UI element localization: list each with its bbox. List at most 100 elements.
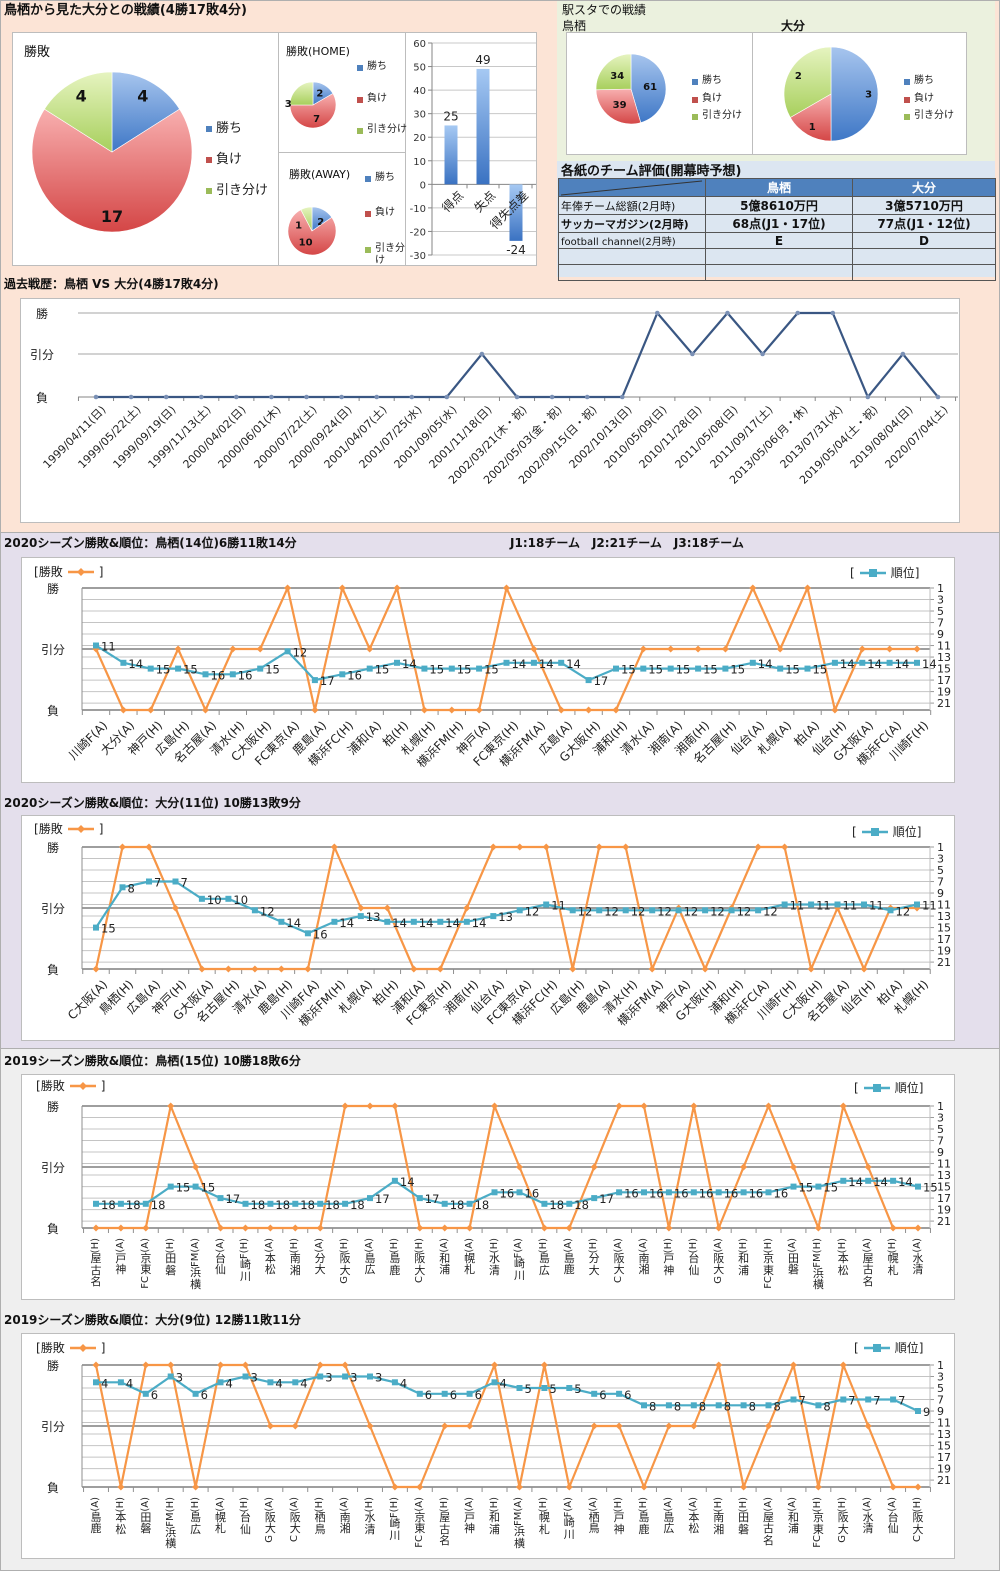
result-marker (142, 1224, 150, 1232)
rank-value-label: 17 (425, 1192, 440, 1206)
label-glyph: (A) (438, 1238, 450, 1253)
result-marker (814, 1224, 822, 1232)
y-left-tick-label: 負 (47, 704, 59, 718)
label-glyph: 分 (588, 1252, 600, 1266)
rank-value-label: 14 (419, 916, 434, 930)
label-glyph: 神 (663, 1263, 675, 1277)
rank-marker (667, 665, 674, 672)
label-glyph: 仙 (215, 1263, 227, 1277)
y-right-tick-label: 9 (937, 1405, 944, 1418)
label-glyph: (A) (364, 1238, 375, 1253)
y-right-tick-label: 7 (937, 1135, 944, 1148)
y-tick-label: 50 (413, 63, 426, 74)
rank-marker (914, 901, 920, 908)
legend-label: 勝敗 (40, 1341, 65, 1355)
rank-marker (516, 1189, 523, 1196)
legend-item-loss: 負け (904, 93, 934, 105)
opponent-label: 浦和(H) (488, 1497, 501, 1535)
rank-marker (167, 1183, 174, 1190)
label-glyph: 京 (414, 1510, 426, 1524)
y-right-tick-label: 19 (937, 1463, 951, 1476)
rank-marker (665, 1402, 672, 1409)
rank-value-label: 12 (260, 904, 275, 918)
pie-value-label-loss: 17 (101, 207, 123, 226)
result-marker (383, 904, 391, 912)
legend-swatch-loss (692, 97, 698, 103)
rank-value-label: 8 (724, 1399, 731, 1413)
rank-marker (755, 907, 762, 914)
rank-marker (622, 907, 629, 914)
opponent-label: 神戸(H) (613, 1497, 626, 1535)
label-glyph: F(H) (239, 1238, 251, 1260)
rank-value-label: 8 (699, 1399, 706, 1413)
pie-chart: 3 1 2 (783, 46, 879, 142)
rank-marker (292, 1379, 299, 1386)
legend-label: 勝ち (914, 75, 934, 86)
rank-value-label: 15 (813, 663, 828, 677)
rank-marker (278, 918, 285, 925)
y-tick-label: -20 (410, 227, 426, 238)
legend-label: 負け (375, 207, 395, 218)
result-marker (914, 1224, 922, 1232)
date-label: 2001/11/18(日) (426, 403, 495, 472)
rank-value-label: 15 (923, 1181, 938, 1195)
label-glyph: 横 (812, 1278, 824, 1292)
label-glyph: FC (762, 1276, 774, 1290)
result-marker (569, 965, 577, 973)
label-glyph: 浦 (489, 1522, 501, 1536)
result-point (690, 351, 695, 357)
label-glyph: 和 (489, 1511, 501, 1525)
label-glyph: (A) (862, 1497, 874, 1512)
stadium-record-title: 駅スタでの戦績 (562, 3, 647, 17)
rank-marker (861, 901, 867, 908)
rank-marker (530, 659, 537, 666)
rank-value-label: 15 (648, 663, 663, 677)
result-point (655, 310, 660, 316)
rank-marker (466, 1200, 473, 1207)
legend-bracket: [ (34, 565, 39, 579)
label-glyph: 神 (464, 1522, 476, 1536)
result-marker (266, 1224, 274, 1232)
y-right-tick-label: 1 (937, 841, 944, 854)
result-marker (217, 1361, 225, 1369)
rank-marker (865, 1396, 872, 1403)
legend-result: [勝敗 ] (34, 566, 103, 578)
rank-marker (641, 1402, 647, 1409)
y-right-tick-label: 15 (937, 1440, 951, 1453)
rank-marker (292, 1200, 299, 1207)
label-glyph: (A) (114, 1238, 126, 1253)
label-glyph: 大 (713, 1263, 725, 1277)
y-right-tick-label: 9 (937, 887, 944, 900)
label-glyph: G (339, 1276, 351, 1285)
result-point (760, 351, 765, 357)
rank-value-label: 11 (790, 899, 805, 913)
label-glyph: (H) (488, 1238, 500, 1254)
label-glyph: 磐 (165, 1263, 177, 1277)
rank-value-label: 4 (226, 1376, 233, 1390)
result-marker (291, 1422, 299, 1430)
label-glyph: F(H) (388, 1497, 400, 1519)
result-marker (590, 1163, 598, 1171)
label-glyph: 松 (115, 1522, 127, 1536)
y-right-tick-label: 5 (937, 605, 944, 618)
legend-label: 引き分け (375, 243, 405, 266)
rank-value-label: 15 (156, 663, 171, 677)
rank-value-label: 5 (549, 1382, 556, 1396)
label-glyph: 磐 (140, 1522, 152, 1536)
label-glyph: 松 (837, 1263, 849, 1277)
rank-marker (257, 665, 264, 672)
rank-value-label: 9 (923, 1405, 930, 1419)
pie-slice-loss (789, 93, 832, 142)
label-glyph: 広 (190, 1522, 202, 1536)
result-marker (503, 584, 510, 592)
result-marker (640, 1102, 648, 1110)
result-marker (338, 584, 346, 592)
label-glyph: 島 (663, 1510, 675, 1524)
rank-marker (516, 1385, 523, 1391)
rank-value-label: 3 (176, 1371, 183, 1385)
label-glyph: 和 (439, 1251, 451, 1265)
label-glyph: (A) (463, 1238, 475, 1253)
result-marker (530, 645, 538, 653)
